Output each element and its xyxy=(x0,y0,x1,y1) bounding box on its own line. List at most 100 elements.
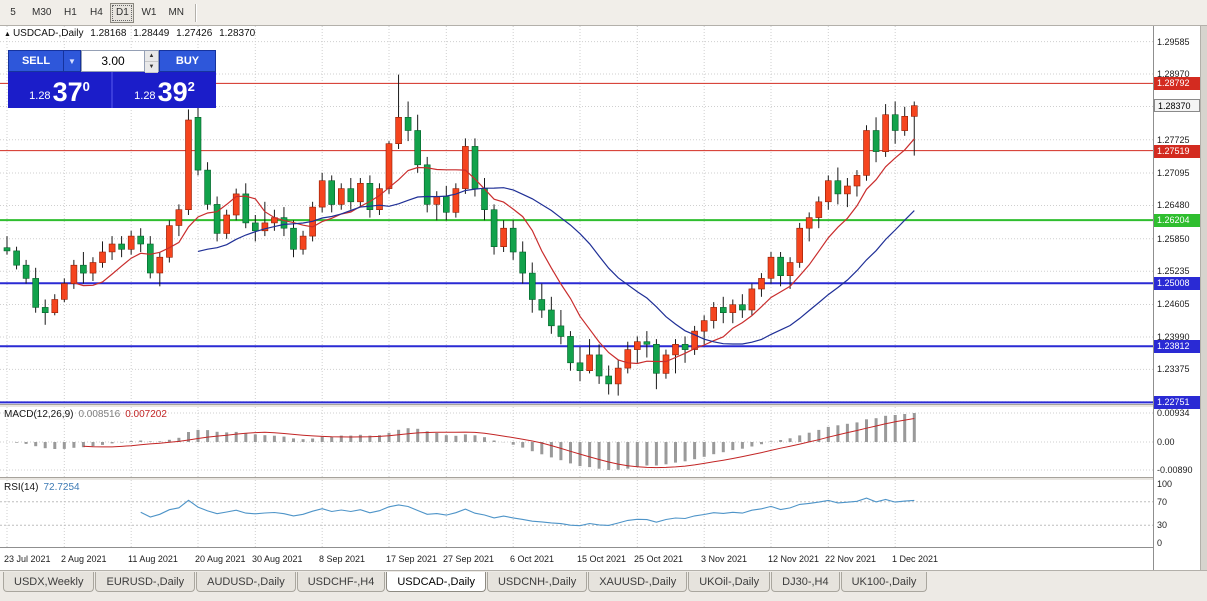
date-axis-label: 30 Aug 2021 xyxy=(252,554,303,564)
pane-splitter[interactable] xyxy=(0,404,1200,407)
level-price-tag: 1.23812 xyxy=(1154,340,1200,353)
chart-tab-usdchf-h4[interactable]: USDCHF-,H4 xyxy=(296,572,386,592)
chart-tab-ukoil-daily[interactable]: UKOil-,Daily xyxy=(688,572,771,592)
level-price-tag: 1.28792 xyxy=(1154,77,1200,90)
date-axis-label: 11 Aug 2021 xyxy=(128,554,178,564)
volume-dropdown-button[interactable]: ▼ xyxy=(64,50,81,72)
ohlc-open: 1.28168 xyxy=(90,28,127,39)
candlestick-chart[interactable] xyxy=(0,26,1153,404)
price-scale-label: 1.29585 xyxy=(1157,37,1190,47)
price-scale-label: 1.27725 xyxy=(1157,135,1190,145)
volume-decrease-button[interactable]: ▼ xyxy=(145,62,158,73)
price-scale-label: 1.23375 xyxy=(1157,364,1190,374)
rsi-scale-label: 0 xyxy=(1157,538,1163,548)
timeframe-button-w1[interactable]: W1 xyxy=(141,7,157,18)
one-click-trading-panel: SELL ▼ ▲ ▼ BUY 1.28 37 0 xyxy=(8,50,216,108)
date-axis-label: 27 Sep 2021 xyxy=(443,554,495,564)
timeframe-button-5[interactable]: 5 xyxy=(10,7,16,18)
buy-price[interactable]: 1.28 39 2 xyxy=(113,72,216,108)
chart-tab-xauusd-daily[interactable]: XAUUSD-,Daily xyxy=(588,572,688,592)
timeframe-button-mn[interactable]: MN xyxy=(168,7,185,18)
timeframe-button-d1[interactable]: D1 xyxy=(110,2,135,23)
macd-pane[interactable]: MACD(12,26,9) 0.008516 0.007202 xyxy=(0,407,1153,477)
buy-button[interactable]: BUY xyxy=(159,50,216,72)
timeframe-toolbar: 5 M30 H1 H4 D1 W1 MN xyxy=(0,0,1207,26)
macd-name: MACD(12,26,9) xyxy=(4,409,74,420)
rsi-name: RSI(14) xyxy=(4,482,39,493)
level-price-tag: 1.26204 xyxy=(1154,214,1200,227)
volume-increase-button[interactable]: ▲ xyxy=(145,51,158,62)
symbol-marker-icon: ▲ xyxy=(4,31,11,38)
pane-splitter[interactable] xyxy=(0,477,1200,480)
level-price-tag: 1.27519 xyxy=(1154,145,1200,158)
level-price-tag: 1.25008 xyxy=(1154,277,1200,290)
macd-scale-label: 0.00 xyxy=(1157,437,1175,447)
sell-price-main: 1.28 xyxy=(29,90,51,102)
chart-title: ▲ USDCAD-,Daily 1.28168 1.28449 1.27426 1… xyxy=(4,28,259,39)
date-axis-label: 6 Oct 2021 xyxy=(510,554,555,564)
date-axis-label: 15 Oct 2021 xyxy=(577,554,627,564)
chart-tab-uk100-daily[interactable]: UK100-,Daily xyxy=(840,572,928,592)
macd-value-main: 0.008516 xyxy=(78,409,121,420)
chevron-down-icon: ▼ xyxy=(68,56,76,66)
volume-input[interactable] xyxy=(81,50,145,72)
price-divider xyxy=(111,72,113,108)
volume-stepper: ▲ ▼ xyxy=(145,50,159,73)
timeframe-button-h4[interactable]: H4 xyxy=(90,7,103,18)
date-axis-label: 25 Oct 2021 xyxy=(634,554,684,564)
rsi-scale-label: 30 xyxy=(1157,520,1168,530)
price-scale-label: 1.27095 xyxy=(1157,168,1190,178)
rsi-pane[interactable]: RSI(14) 72.7254 xyxy=(0,480,1153,547)
chart-tab-bar: USDX,Weekly EURUSD-,Daily AUDUSD-,Daily USD… xyxy=(0,570,1207,601)
chart-tab-dj30-h4[interactable]: DJ30-,H4 xyxy=(771,572,840,592)
date-axis-label: 17 Sep 2021 xyxy=(386,554,438,564)
buy-price-main: 1.28 xyxy=(134,90,156,102)
chart-workspace: ▲ USDCAD-,Daily 1.28168 1.28449 1.27426 1… xyxy=(0,26,1207,570)
chart-tabs: USDX,Weekly EURUSD-,Daily AUDUSD-,Daily USD… xyxy=(0,571,1207,593)
price-scale[interactable]: 1.295851.289701.283551.277251.270951.264… xyxy=(1153,26,1200,570)
date-axis-label: 3 Nov 2021 xyxy=(701,554,748,564)
ohlc-high: 1.28449 xyxy=(133,28,170,39)
timeframe-button-h1[interactable]: H1 xyxy=(64,7,77,18)
right-scroll-strip xyxy=(1200,26,1207,570)
date-axis-label: 12 Nov 2021 xyxy=(768,554,820,564)
date-axis-label: 2 Aug 2021 xyxy=(61,554,107,564)
price-scale-label: 1.26480 xyxy=(1157,200,1190,210)
macd-scale-label: 0.00934 xyxy=(1157,408,1190,418)
main-price-pane[interactable]: ▲ USDCAD-,Daily 1.28168 1.28449 1.27426 1… xyxy=(0,26,1153,404)
date-axis-label: 20 Aug 2021 xyxy=(195,554,246,564)
sell-button[interactable]: SELL xyxy=(8,50,64,72)
date-axis-label: 8 Sep 2021 xyxy=(319,554,366,564)
timeframe-button-m30[interactable]: M30 xyxy=(32,7,52,18)
symbol-name: USDCAD-,Daily xyxy=(12,28,84,39)
sell-price-point: 0 xyxy=(82,79,90,94)
date-axis[interactable]: 23 Jul 2021 2 Aug 2021 11 Aug 2021 20 Aug 2… xyxy=(0,547,1153,570)
macd-indicator[interactable] xyxy=(0,407,1153,477)
current-price-tag: 1.28370 xyxy=(1154,99,1200,112)
price-scale-label: 1.28970 xyxy=(1157,69,1190,79)
sell-price[interactable]: 1.28 37 0 xyxy=(8,72,111,108)
chart-tab-usdcad-daily[interactable]: USDCAD-,Daily xyxy=(386,572,486,592)
rsi-value: 72.7254 xyxy=(43,482,80,493)
chart-tab-usdx-weekly[interactable]: USDX,Weekly xyxy=(3,572,95,592)
level-price-tag: 1.22751 xyxy=(1154,396,1200,409)
price-scale-label: 1.24605 xyxy=(1157,299,1190,309)
date-axis-label: 23 Jul 2021 xyxy=(4,554,51,564)
date-axis-label: 22 Nov 2021 xyxy=(825,554,877,564)
date-axis-label: 1 Dec 2021 xyxy=(892,554,939,564)
rsi-label: RSI(14) 72.7254 xyxy=(4,482,85,493)
ohlc-low: 1.27426 xyxy=(176,28,213,39)
ohlc-close: 1.28370 xyxy=(219,28,256,39)
macd-value-signal: 0.007202 xyxy=(125,409,167,420)
chart-tab-audusd-daily[interactable]: AUDUSD-,Daily xyxy=(196,572,296,592)
rsi-indicator[interactable] xyxy=(0,480,1153,547)
chart-tab-eurusd-daily[interactable]: EURUSD-,Daily xyxy=(95,572,196,592)
macd-label: MACD(12,26,9) 0.008516 0.007202 xyxy=(4,409,172,420)
price-scale-label: 1.25235 xyxy=(1157,266,1190,276)
toolbar-separator xyxy=(195,3,198,22)
chart-tab-usdcnh-daily[interactable]: USDCNH-,Daily xyxy=(486,572,588,592)
price-scale-label: 1.25850 xyxy=(1157,234,1190,244)
rsi-scale-label: 100 xyxy=(1157,479,1173,489)
rsi-scale-label: 70 xyxy=(1157,497,1168,507)
